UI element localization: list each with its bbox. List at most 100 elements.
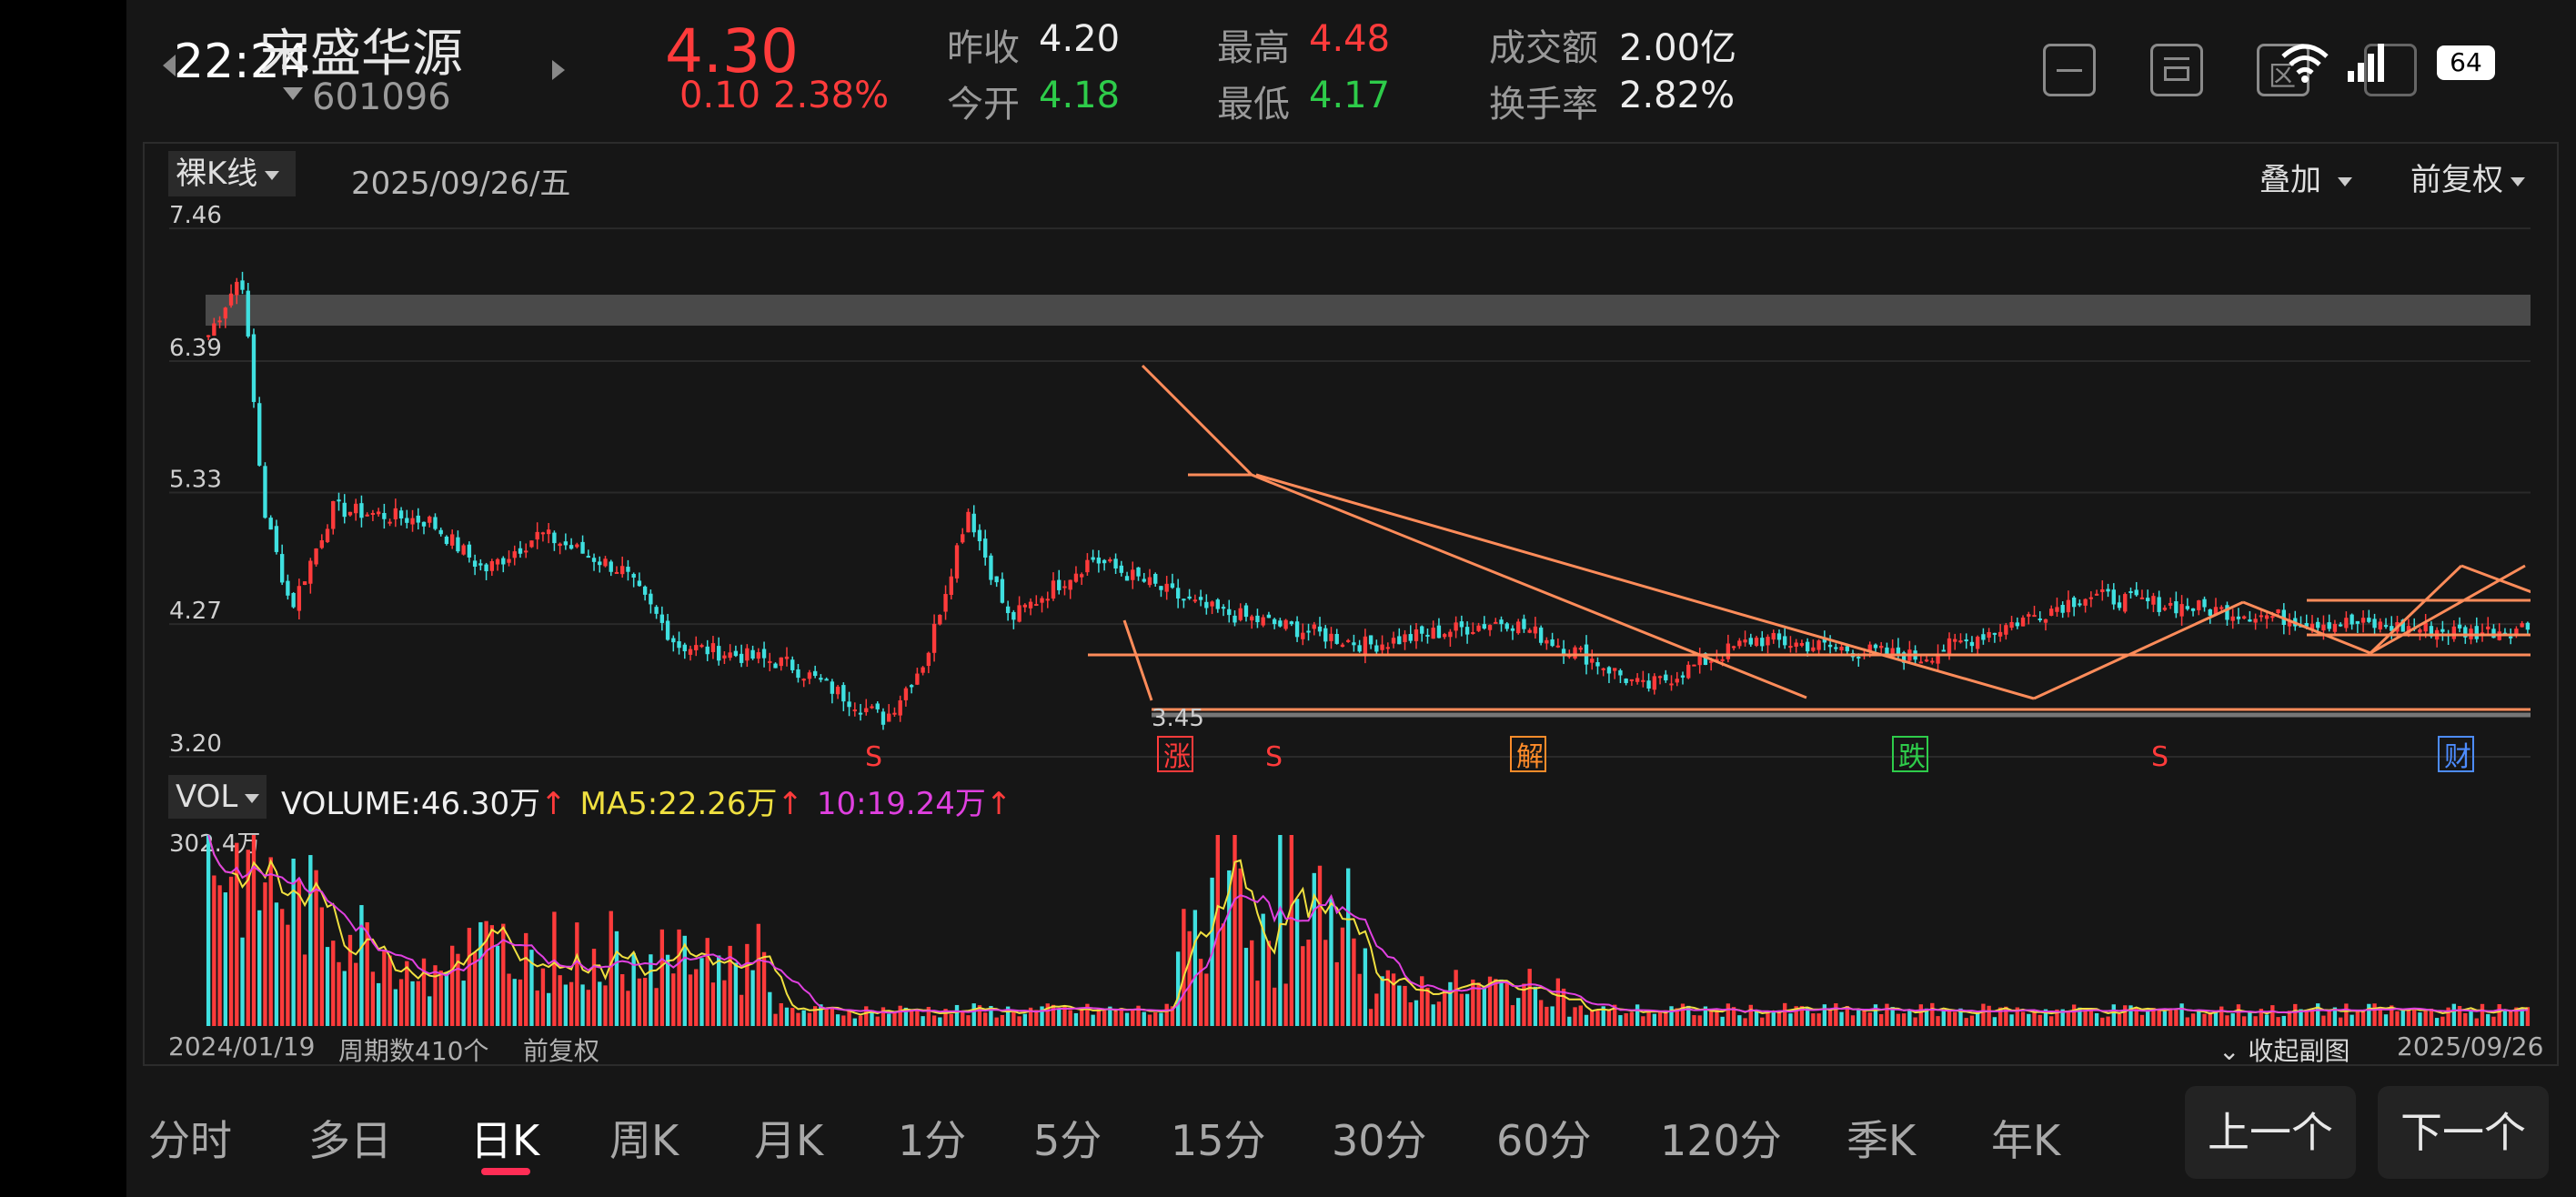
- volume-bar: [819, 1004, 823, 1026]
- minimize-icon[interactable]: [2043, 44, 2096, 96]
- tab-season-k[interactable]: 季K: [1846, 1116, 1917, 1165]
- candle-body: [2418, 629, 2422, 633]
- candle-body: [376, 511, 381, 515]
- candle-body: [398, 510, 404, 518]
- candle-body: [2146, 598, 2150, 602]
- volume-bar: [1816, 1013, 1821, 1026]
- candle-body: [1142, 578, 1146, 582]
- volume-bar: [1425, 987, 1430, 1026]
- volume-bar: [1182, 909, 1186, 1026]
- candle-body: [1108, 559, 1112, 562]
- tab-year-k[interactable]: 年K: [1991, 1116, 2061, 1165]
- tab-60min[interactable]: 60分: [1496, 1116, 1592, 1165]
- volume-bar: [2123, 1005, 2128, 1026]
- volume-bar: [428, 996, 432, 1026]
- prev-button[interactable]: 上一个: [2185, 1086, 2356, 1179]
- volume-bar: [682, 935, 687, 1026]
- collapse-subchart-button[interactable]: ⌄ 收起副图: [2219, 1031, 2350, 1068]
- tab-intraday[interactable]: 分时: [148, 1116, 232, 1165]
- candle-body: [382, 513, 387, 519]
- amount-value: 2.00亿: [1619, 27, 1737, 69]
- candle-body: [2088, 597, 2094, 599]
- volume-bar: [1953, 1011, 1957, 1026]
- candle-body: [1527, 629, 1532, 633]
- chevron-down-icon: ⌄: [2219, 1036, 2249, 1066]
- candle-body: [1697, 655, 1702, 666]
- chart-area[interactable]: [143, 142, 2559, 1066]
- volume-bar: [2100, 1017, 2105, 1026]
- volume-chart[interactable]: 302.4万: [169, 824, 2531, 1026]
- candle-body: [1250, 616, 1254, 621]
- overlay-button[interactable]: 叠加: [2259, 155, 2352, 199]
- tab-weekly-k[interactable]: 周K: [609, 1116, 679, 1165]
- volume-bar: [1136, 1005, 1141, 1026]
- indicator-button[interactable]: VOL: [168, 775, 267, 819]
- stock-code[interactable]: 601096: [312, 76, 451, 118]
- volume-bar: [733, 962, 739, 1026]
- candle-body: [870, 706, 874, 709]
- event-marker-box: [1157, 736, 1193, 772]
- volume-bar: [2208, 1011, 2212, 1026]
- tab-1min[interactable]: 1分: [898, 1116, 967, 1165]
- candle-body: [688, 649, 693, 655]
- volume-bar: [1783, 1002, 1787, 1026]
- chevron-down-icon: [2511, 176, 2525, 186]
- candle-body: [1941, 649, 1946, 652]
- volume-bar: [1760, 1017, 1765, 1026]
- tab-monthly-k[interactable]: 月K: [754, 1116, 824, 1165]
- tab-5min[interactable]: 5分: [1033, 1116, 1102, 1165]
- volume-bar: [472, 951, 478, 1026]
- adjust-button[interactable]: 前复权: [2410, 155, 2525, 199]
- candle-body: [2225, 605, 2229, 620]
- volume-bar: [1675, 1008, 1679, 1026]
- candle-body: [1380, 644, 1384, 650]
- volume-bar: [1680, 1003, 1685, 1026]
- volume-bar: [2157, 1008, 2161, 1026]
- signal-icon: [2348, 44, 2384, 82]
- prev-stock-arrow-icon[interactable]: [163, 55, 176, 76]
- tab-multiday[interactable]: 多日: [308, 1116, 392, 1165]
- candle-body: [2486, 626, 2490, 629]
- volume-bar: [1329, 898, 1333, 1026]
- candle-body: [1210, 601, 1214, 607]
- volume-bar: [801, 1010, 806, 1026]
- code-dropdown-icon[interactable]: [283, 87, 303, 100]
- candle-body: [1896, 647, 1901, 657]
- candle-body: [1947, 638, 1952, 655]
- next-button[interactable]: 下一个: [2378, 1086, 2549, 1179]
- kline-mode-label: 裸K线: [176, 156, 258, 192]
- volume-bar: [2355, 1010, 2360, 1026]
- volume-bar: [694, 969, 699, 1026]
- candle-body: [393, 508, 398, 519]
- tab-30min[interactable]: 30分: [1332, 1116, 1427, 1165]
- volume-bar: [2480, 1003, 2485, 1026]
- volume-bar: [467, 928, 472, 1026]
- y-tick-label: 5.33: [169, 467, 222, 494]
- tab-120min[interactable]: 120分: [1660, 1116, 1782, 1165]
- next-stock-arrow-icon[interactable]: [552, 60, 565, 80]
- volume-bar: [1618, 1015, 1623, 1026]
- kline-mode-button[interactable]: 裸K线: [168, 151, 296, 196]
- volume-bar: [444, 971, 449, 1026]
- candle-body: [1198, 597, 1203, 600]
- tab-15min[interactable]: 15分: [1171, 1116, 1266, 1165]
- candle-body: [2520, 623, 2524, 628]
- candle-body: [1618, 669, 1623, 676]
- volume-bar: [1345, 868, 1351, 1026]
- candle-body: [2032, 615, 2037, 618]
- layout-icon[interactable]: [2364, 44, 2417, 96]
- volume-bar: [263, 882, 267, 1026]
- volume-bar: [365, 921, 369, 1026]
- volume-bar: [1771, 1011, 1776, 1026]
- candle-body: [2338, 624, 2343, 627]
- panel-icon[interactable]: [2150, 44, 2203, 96]
- ma10-label: 10:: [816, 786, 867, 822]
- tab-daily-k[interactable]: 日K: [470, 1116, 540, 1165]
- volume-bar: [342, 971, 347, 1026]
- kline-chart[interactable]: 7.466.395.334.273.203.45S涨S解跌S财S: [169, 202, 2531, 775]
- volume-bar: [1164, 1003, 1169, 1026]
- candle-body: [325, 528, 330, 543]
- volume-bar: [1748, 1004, 1753, 1026]
- period-count: 周期数410个: [338, 1036, 489, 1066]
- volume-bar: [1227, 870, 1232, 1026]
